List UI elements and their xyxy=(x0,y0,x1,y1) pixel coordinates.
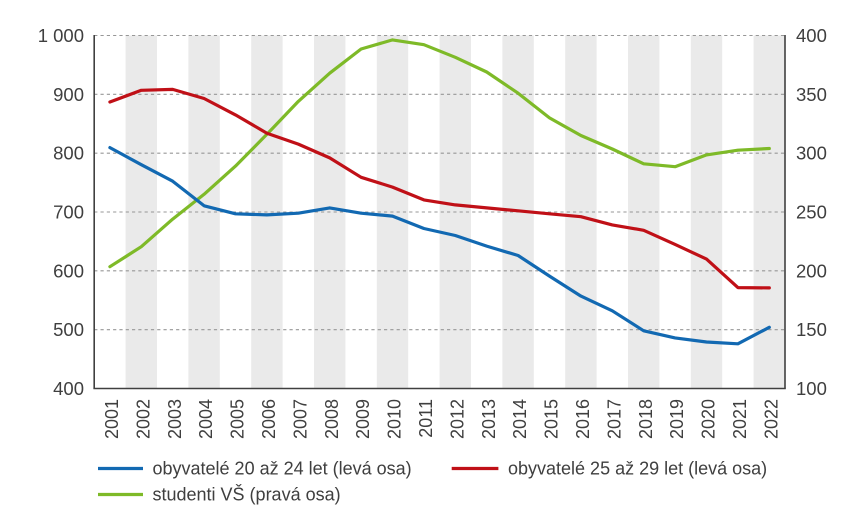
svg-text:2009: 2009 xyxy=(353,399,373,439)
svg-text:2011: 2011 xyxy=(416,399,436,438)
svg-text:2013: 2013 xyxy=(479,399,499,439)
svg-text:2012: 2012 xyxy=(447,399,467,439)
svg-text:2008: 2008 xyxy=(322,399,342,439)
svg-text:2017: 2017 xyxy=(604,399,624,439)
svg-text:obyvatelé 20 až 24 let (levá o: obyvatelé 20 až 24 let (levá osa) xyxy=(153,459,412,479)
svg-text:2021: 2021 xyxy=(730,399,750,439)
svg-text:150: 150 xyxy=(796,319,827,340)
svg-text:2007: 2007 xyxy=(290,399,310,439)
svg-text:obyvatelé 25 až 29 let (levá o: obyvatelé 25 až 29 let (levá osa) xyxy=(508,459,767,479)
svg-text:200: 200 xyxy=(796,260,827,281)
svg-text:400: 400 xyxy=(53,378,84,399)
svg-text:400: 400 xyxy=(796,25,827,46)
svg-text:2022: 2022 xyxy=(761,399,781,439)
svg-text:350: 350 xyxy=(796,84,827,105)
svg-text:2001: 2001 xyxy=(102,399,122,439)
svg-text:2005: 2005 xyxy=(228,399,248,439)
svg-text:100: 100 xyxy=(796,378,827,399)
svg-text:250: 250 xyxy=(796,202,827,223)
svg-text:2003: 2003 xyxy=(165,399,185,439)
svg-text:300: 300 xyxy=(796,143,827,164)
svg-text:2002: 2002 xyxy=(133,399,153,439)
svg-text:2016: 2016 xyxy=(573,399,593,439)
svg-text:600: 600 xyxy=(53,260,84,281)
svg-text:900: 900 xyxy=(53,84,84,105)
svg-text:studenti VŠ (pravá osa): studenti VŠ (pravá osa) xyxy=(153,484,341,505)
svg-text:2006: 2006 xyxy=(259,399,279,439)
svg-text:2020: 2020 xyxy=(699,399,719,439)
svg-text:2010: 2010 xyxy=(385,399,405,439)
svg-text:2004: 2004 xyxy=(196,399,216,439)
svg-text:500: 500 xyxy=(53,319,84,340)
svg-text:2019: 2019 xyxy=(667,399,687,439)
svg-text:2018: 2018 xyxy=(636,399,656,439)
svg-text:800: 800 xyxy=(53,143,84,164)
svg-text:2014: 2014 xyxy=(510,399,530,439)
svg-text:700: 700 xyxy=(53,202,84,223)
svg-text:2015: 2015 xyxy=(542,399,562,439)
svg-text:1 000: 1 000 xyxy=(38,25,84,46)
